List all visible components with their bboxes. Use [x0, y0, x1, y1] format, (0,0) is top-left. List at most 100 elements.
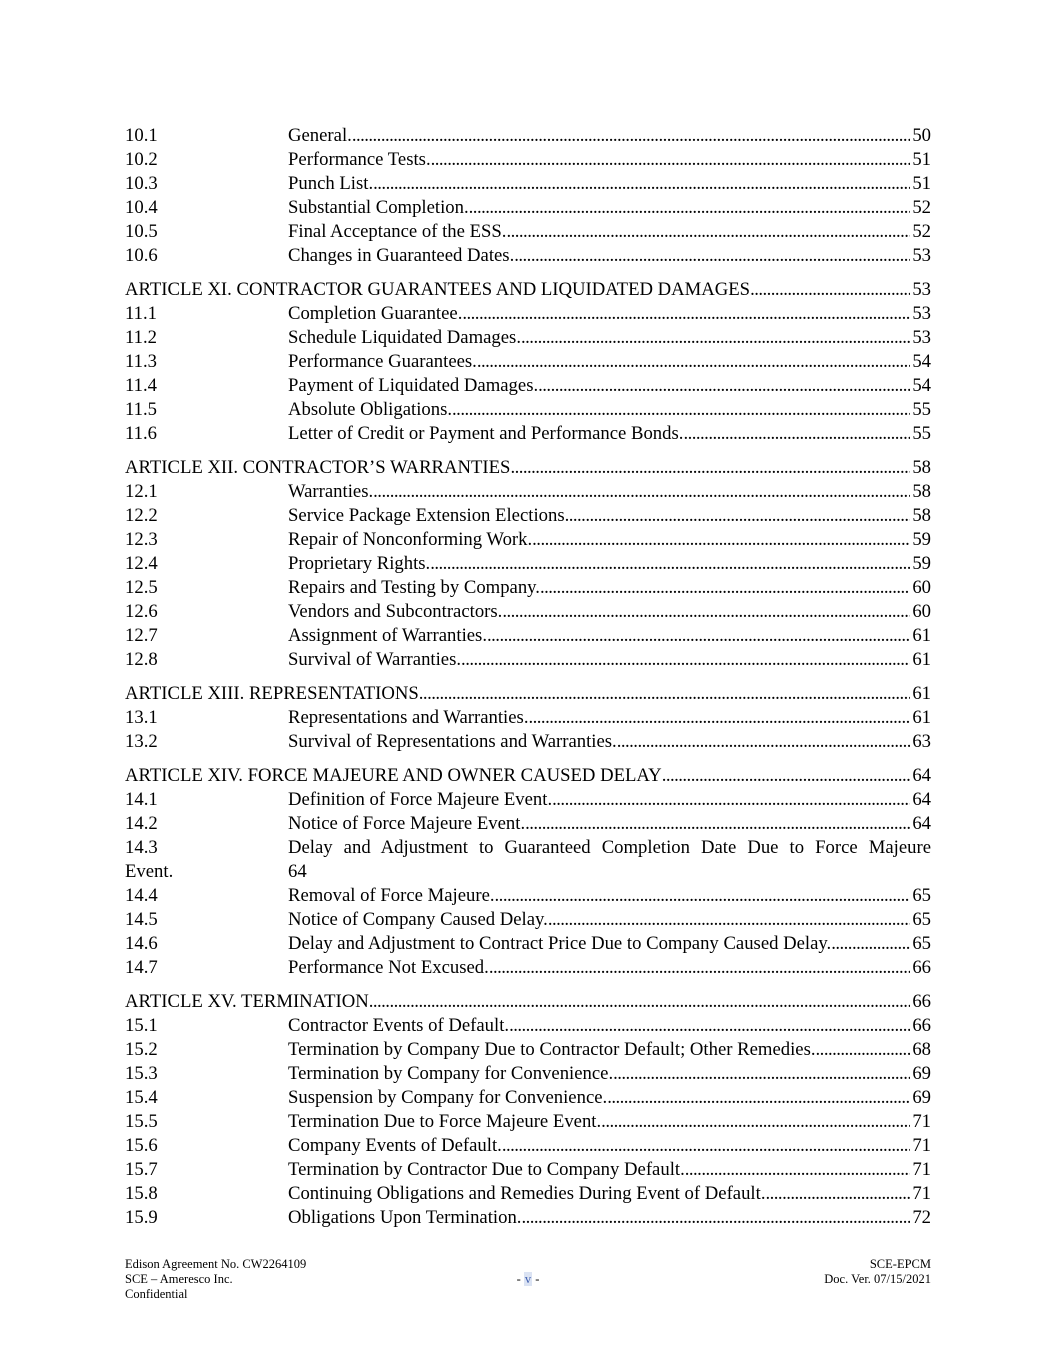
toc-section-entry[interactable]: 12.5 Repairs and Testing by Company. 60 — [125, 576, 931, 600]
page-number: 71 — [910, 1134, 931, 1158]
toc-section-entry[interactable]: 15.6 Company Events of Default. 71 — [125, 1134, 931, 1158]
toc-section-entry[interactable]: 10.3 Punch List. 51 — [125, 172, 931, 196]
toc-section-entry[interactable]: 12.2 Service Package Extension Elections 5… — [125, 504, 931, 528]
dot-leader — [521, 326, 910, 350]
toc-section-entry[interactable]: 10.4 Substantial Completion. 52 — [125, 196, 931, 220]
toc-section-entry[interactable]: 14.5 Notice of Company Caused Delay. 65 — [125, 908, 931, 932]
page-number: 59 — [910, 528, 931, 552]
dot-leader — [373, 172, 910, 196]
agreement-number: Edison Agreement No. CW2264109 — [125, 1257, 307, 1271]
article-title: ARTICLE XIV. FORCE MAJEURE AND OWNER CAU… — [125, 765, 662, 786]
section-title: Absolute Obligations. — [288, 399, 453, 420]
section-title: Service Package Extension Elections — [288, 505, 565, 526]
dot-leader — [552, 788, 910, 812]
page-number: 55 — [910, 398, 931, 422]
dot-leader — [506, 220, 910, 244]
toc-section-entry[interactable]: 10.6 Changes in Guaranteed Dates. 53 — [125, 244, 931, 268]
section-title: Termination by Contractor Due to Company… — [288, 1159, 685, 1180]
toc-section-entry[interactable]: 15.7 Termination by Contractor Due to Com… — [125, 1158, 931, 1182]
section-title: Proprietary Rights. — [288, 553, 431, 574]
section-number: 15.9 — [125, 1207, 158, 1228]
dot-leader — [352, 124, 911, 148]
page-prefix: - — [516, 1272, 524, 1286]
toc-section-entry[interactable]: 12.6 Vendors and Subcontractors. 60 — [125, 600, 931, 624]
section-title: Notice of Company Caused Delay. — [288, 909, 548, 930]
page-number: 71 — [910, 1158, 931, 1182]
dot-leader — [431, 148, 911, 172]
toc-section-entry-continued[interactable]: Event. 64 — [125, 860, 931, 884]
dot-leader — [509, 1014, 910, 1038]
toc-section-entry[interactable]: 13.1 Representations and Warranties. 61 — [125, 706, 931, 730]
dot-leader — [510, 456, 910, 480]
toc-section-entry[interactable]: 15.1 Contractor Events of Default. 66 — [125, 1014, 931, 1038]
toc-section-entry[interactable]: 15.4 Suspension by Company for Convenienc… — [125, 1086, 931, 1110]
section-number: 11.4 — [125, 375, 158, 396]
toc-section-entry[interactable]: 12.1 Warranties. 58 — [125, 480, 931, 504]
section-title: Vendors and Subcontractors. — [288, 601, 503, 622]
toc-section-entry[interactable]: 15.2 Termination by Company Due to Contra… — [125, 1038, 931, 1062]
footer-page-number: - v - — [125, 1272, 931, 1287]
toc-section-entry[interactable]: 10.5 Final Acceptance of the ESS. 52 — [125, 220, 931, 244]
dot-leader — [613, 1062, 910, 1086]
page-number: 72 — [910, 1206, 931, 1230]
section-number: 15.5 — [125, 1111, 158, 1132]
confidential-label: Confidential — [125, 1287, 188, 1301]
toc-section-entry[interactable]: 11.5 Absolute Obligations. 55 — [125, 398, 931, 422]
page-number: 71 — [910, 1182, 931, 1206]
page-number: 65 — [910, 884, 931, 908]
toc-section-entry[interactable]: 15.5 Termination Due to Force Majeure Eve… — [125, 1110, 931, 1134]
section-number: 14.1 — [125, 789, 158, 810]
toc-section-entry[interactable]: 14.4 Removal of Force Majeure. 65 — [125, 884, 931, 908]
page-number: 53 — [910, 278, 931, 302]
page-number: 60 — [910, 600, 931, 624]
section-number: 12.1 — [125, 481, 158, 502]
toc-section-entry[interactable]: 13.2 Survival of Representations and Warr… — [125, 730, 931, 754]
dot-leader — [469, 196, 911, 220]
section-title: Performance Guarantees. — [288, 351, 477, 372]
toc-section-entry[interactable]: 12.4 Proprietary Rights. 59 — [125, 552, 931, 576]
toc-section-entry[interactable]: 14.3 Delay and Adjustment to Guaranteed C… — [125, 836, 931, 860]
toc-section-entry[interactable]: 11.4 Payment of Liquidated Damages. 54 — [125, 374, 931, 398]
toc-section-entry[interactable]: 10.2 Performance Tests. 51 — [125, 148, 931, 172]
dot-leader — [430, 552, 910, 576]
dot-leader — [502, 600, 910, 624]
article-title: ARTICLE XIII. REPRESENTATIONS — [125, 683, 419, 704]
toc-section-entry[interactable]: 15.8 Continuing Obligations and Remedies … — [125, 1182, 931, 1206]
toc-article-entry[interactable]: ARTICLE XIII. REPRESENTATIONS 61 — [125, 682, 931, 706]
page-number: 52 — [910, 196, 931, 220]
dot-leader — [419, 682, 911, 706]
section-title: Survival of Warranties. — [288, 649, 462, 670]
section-title: Notice of Force Majeure Event. — [288, 813, 526, 834]
toc-section-entry[interactable]: 15.3 Termination by Company for Convenien… — [125, 1062, 931, 1086]
dot-leader — [487, 624, 910, 648]
toc-article-entry[interactable]: ARTICLE XII. CONTRACTOR’S WARRANTIES 58 — [125, 456, 931, 480]
toc-section-entry[interactable]: 15.9 Obligations Upon Termination. 72 — [125, 1206, 931, 1230]
page-number: 51 — [910, 148, 931, 172]
toc-article-entry[interactable]: ARTICLE XIV. FORCE MAJEURE AND OWNER CAU… — [125, 764, 931, 788]
dot-leader — [514, 244, 910, 268]
toc-section-entry[interactable]: 12.8 Survival of Warranties. 61 — [125, 648, 931, 672]
section-title: Performance Tests. — [288, 149, 431, 170]
section-title: Repair of Nonconforming Work. — [288, 529, 533, 550]
toc-section-entry[interactable]: 12.7 Assignment of Warranties. 61 — [125, 624, 931, 648]
toc-section-entry[interactable]: 14.6 Delay and Adjustment to Contract Pri… — [125, 932, 931, 956]
toc-section-entry[interactable]: 11.6 Letter of Credit or Payment and Perf… — [125, 422, 931, 446]
section-number: 10.6 — [125, 245, 158, 266]
toc-section-entry[interactable]: 14.1 Definition of Force Majeure Event. 6… — [125, 788, 931, 812]
toc-section-entry[interactable]: 14.2 Notice of Force Majeure Event. 64 — [125, 812, 931, 836]
section-number: 12.4 — [125, 553, 158, 574]
toc-section-entry[interactable]: 11.2 Schedule Liquidated Damages. 53 — [125, 326, 931, 350]
toc-section-entry[interactable]: 12.3 Repair of Nonconforming Work. 59 — [125, 528, 931, 552]
page-number: 53 — [910, 326, 931, 350]
footer-left: Edison Agreement No. CW2264109 SCE – Ame… — [125, 1257, 306, 1302]
toc-section-entry[interactable]: 11.1 Completion Guarantee. 53 — [125, 302, 931, 326]
section-number: 10.5 — [125, 221, 158, 242]
toc-article-entry[interactable]: ARTICLE XI. CONTRACTOR GUARANTEES AND LI… — [125, 278, 931, 302]
toc-article-entry[interactable]: ARTICLE XV. TERMINATION 66 — [125, 990, 931, 1014]
toc-section-entry[interactable]: 14.7 Performance Not Excused. 66 — [125, 956, 931, 980]
dot-leader — [373, 480, 910, 504]
page-number: 64 — [910, 788, 931, 812]
toc-section-entry[interactable]: 10.1 General. 50 — [125, 124, 931, 148]
section-title: Termination by Company for Convenience. — [288, 1063, 614, 1084]
toc-section-entry[interactable]: 11.3 Performance Guarantees. 54 — [125, 350, 931, 374]
